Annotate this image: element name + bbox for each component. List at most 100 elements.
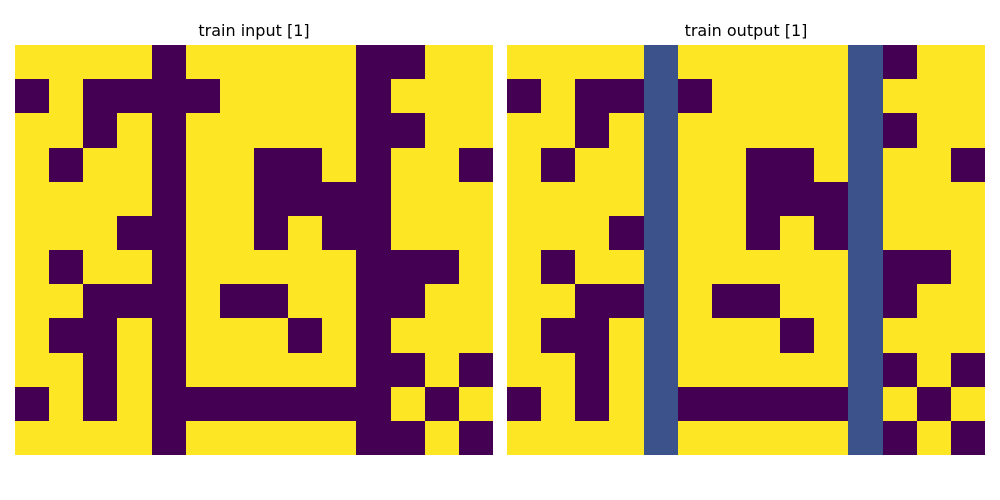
grid-cell — [951, 79, 985, 113]
grid-cell — [49, 113, 83, 147]
grid-cell — [391, 284, 425, 318]
grid-cell — [848, 148, 882, 182]
grid-cell — [322, 79, 356, 113]
grid-cell — [507, 353, 541, 387]
grid-cell — [220, 387, 254, 421]
grid-cell — [609, 284, 643, 318]
grid-cell — [49, 148, 83, 182]
grid-cell — [746, 45, 780, 79]
grid-cell — [575, 216, 609, 250]
grid-cell — [254, 318, 288, 352]
grid-cell — [814, 45, 848, 79]
grid-cell — [678, 250, 712, 284]
grid-cell — [254, 387, 288, 421]
grid-cell — [814, 421, 848, 455]
grid-cell — [117, 45, 151, 79]
grid-cell — [678, 353, 712, 387]
grid-cell — [356, 216, 390, 250]
grid-cell — [152, 216, 186, 250]
grid-cell — [951, 148, 985, 182]
grid-cell — [459, 250, 493, 284]
grid-cell — [322, 148, 356, 182]
grid-cell — [425, 421, 459, 455]
grid-cell — [541, 353, 575, 387]
grid-cell — [15, 182, 49, 216]
grid-cell — [575, 250, 609, 284]
grid-cell — [917, 79, 951, 113]
grid-cell — [356, 284, 390, 318]
grid-cell — [391, 216, 425, 250]
grid-cell — [220, 182, 254, 216]
grid-cell — [15, 387, 49, 421]
grid-cell — [814, 148, 848, 182]
grid-cell — [541, 79, 575, 113]
grid-cell — [117, 421, 151, 455]
grid-cell — [507, 113, 541, 147]
grid-cell — [644, 79, 678, 113]
grid-cell — [917, 387, 951, 421]
grid-cell — [356, 182, 390, 216]
grid-cell — [288, 387, 322, 421]
grid-cell — [780, 353, 814, 387]
grid-cell — [49, 45, 83, 79]
grid-cell — [356, 45, 390, 79]
grid-cell — [356, 113, 390, 147]
grid-cell — [117, 182, 151, 216]
grid-cell — [541, 250, 575, 284]
grid-cell — [848, 318, 882, 352]
grid-cell — [609, 79, 643, 113]
grid-cell — [425, 45, 459, 79]
grid-cell — [322, 45, 356, 79]
grid-cell — [746, 182, 780, 216]
grid-cell — [848, 421, 882, 455]
grid-cell — [541, 113, 575, 147]
grid-cell — [575, 318, 609, 352]
grid-cell — [814, 79, 848, 113]
grid-cell — [678, 216, 712, 250]
grid-cell — [507, 45, 541, 79]
grid-cell — [220, 284, 254, 318]
grid-cell — [780, 250, 814, 284]
grid-cell — [609, 148, 643, 182]
input-panel-title: train input [1] — [15, 20, 493, 42]
grid-cell — [712, 284, 746, 318]
grid-cell — [917, 113, 951, 147]
grid-cell — [951, 182, 985, 216]
grid-cell — [541, 45, 575, 79]
grid-cell — [780, 216, 814, 250]
grid-cell — [917, 284, 951, 318]
grid-cell — [883, 113, 917, 147]
grid-cell — [951, 353, 985, 387]
grid-cell — [883, 79, 917, 113]
grid-cell — [186, 45, 220, 79]
grid-cell — [678, 284, 712, 318]
grid-cell — [609, 45, 643, 79]
grid-cell — [780, 113, 814, 147]
grid-cell — [186, 318, 220, 352]
grid-cell — [322, 353, 356, 387]
grid-cell — [746, 353, 780, 387]
grid-cell — [117, 216, 151, 250]
grid-cell — [883, 216, 917, 250]
grid-cell — [186, 353, 220, 387]
grid-cell — [951, 45, 985, 79]
grid-cell — [152, 148, 186, 182]
grid-cell — [814, 182, 848, 216]
grid-cell — [780, 79, 814, 113]
grid-cell — [951, 421, 985, 455]
grid-cell — [391, 353, 425, 387]
grid-cell — [220, 79, 254, 113]
grid-cell — [117, 387, 151, 421]
grid-cell — [644, 353, 678, 387]
grid-cell — [746, 421, 780, 455]
grid-cell — [883, 353, 917, 387]
grid-cell — [152, 79, 186, 113]
grid-cell — [425, 216, 459, 250]
grid-cell — [356, 148, 390, 182]
grid-cell — [746, 318, 780, 352]
grid-cell — [848, 113, 882, 147]
grid-cell — [117, 79, 151, 113]
grid-cell — [322, 318, 356, 352]
grid-cell — [15, 113, 49, 147]
grid-cell — [746, 216, 780, 250]
